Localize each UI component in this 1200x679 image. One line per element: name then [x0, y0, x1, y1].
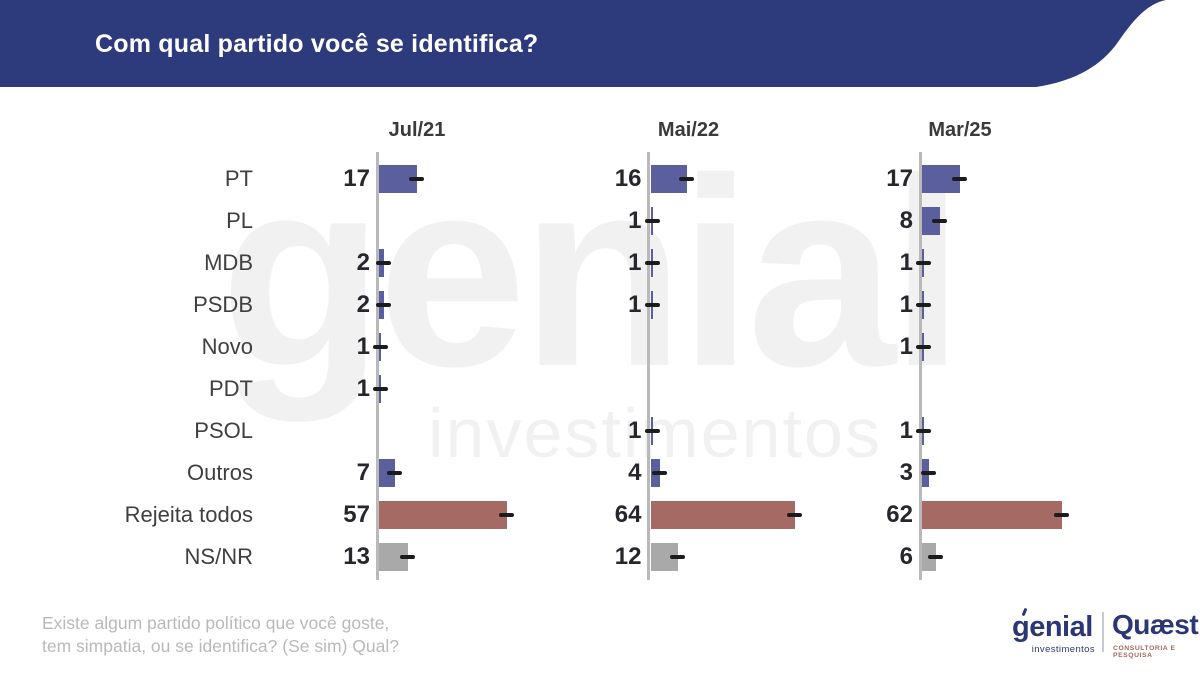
error-dash-mar-25-pl [932, 219, 947, 223]
value-mai-22-ns-nr: 12 [614, 543, 642, 570]
column-header-mai-22: Mai/22 [657, 119, 720, 141]
error-dash-mar-25-mdb [916, 261, 932, 265]
category-label-psol: PSOL [194, 418, 253, 443]
survey-question-line1: Existe algum partido político que você g… [42, 613, 390, 633]
value-mai-22-psol: 1 [628, 417, 642, 444]
category-label-novo: Novo [201, 334, 253, 359]
error-dash-mar-25-novo [916, 345, 932, 349]
error-dash-jul-21-outros [386, 471, 402, 475]
bar-mar-25-rejeita-todos [922, 501, 1062, 529]
watermark-investimentos-text: investimentos [428, 394, 882, 472]
quaest-logo: Quæst [1112, 609, 1199, 640]
value-jul-21-ns-nr: 13 [343, 543, 370, 570]
bar-jul-21-rejeita-todos [379, 501, 508, 529]
axis-line-mai-22 [647, 152, 650, 580]
value-jul-21-psdb: 2 [356, 291, 370, 318]
value-mai-22-psdb: 1 [628, 291, 642, 318]
error-dash-mar-25-ns-nr [927, 555, 943, 559]
value-mar-25-psdb: 1 [899, 291, 913, 318]
survey-question-line2: tem simpatia, ou se identifica? (Se sim)… [42, 636, 399, 656]
error-dash-mar-25-outros [920, 471, 936, 475]
error-dash-jul-21-pdt [373, 387, 389, 391]
value-mai-22-outros: 4 [628, 459, 642, 486]
error-dash-jul-21-mdb [375, 261, 391, 265]
value-mai-22-pt: 16 [614, 165, 642, 192]
category-label-ns-nr: NS/NR [184, 544, 253, 569]
error-dash-mai-22-pl [644, 219, 660, 223]
category-label-mdb: MDB [204, 250, 253, 275]
header-band [0, 0, 1166, 87]
value-mai-22-mdb: 1 [628, 249, 642, 276]
category-label-psdb: PSDB [193, 292, 253, 317]
error-dash-mar-25-psol [916, 429, 932, 433]
error-dash-jul-21-rejeita-todos [499, 513, 515, 517]
category-label-pdt: PDT [209, 376, 253, 401]
survey-question: Existe algum partido político que você g… [42, 612, 399, 658]
error-dash-jul-21-psdb [375, 303, 391, 307]
value-mar-25-novo: 1 [899, 333, 913, 360]
bar-mar-25-pl [922, 207, 940, 235]
axis-line-jul-21 [375, 152, 379, 580]
quaest-logo-subtitle: CONSULTORIA E PESQUISA [1113, 645, 1176, 659]
watermark-genial-text: genial [220, 122, 964, 422]
value-mar-25-mdb: 1 [899, 249, 913, 276]
genial-logo: genial [1012, 611, 1093, 643]
column-header-jul-21: Jul/21 [388, 119, 446, 141]
category-label-rejeita-todos: Rejeita todos [124, 502, 253, 527]
value-mai-22-pl: 1 [628, 207, 642, 234]
category-label-outros: Outros [186, 460, 253, 485]
value-mar-25-outros: 3 [899, 459, 913, 486]
value-mar-25-ns-nr: 6 [899, 543, 913, 570]
error-dash-mai-22-rejeita-todos [786, 513, 802, 517]
axis-line-mar-25 [918, 152, 922, 580]
bar-mai-22-rejeita-todos [650, 501, 795, 529]
error-dash-mai-22-psol [644, 429, 660, 433]
error-dash-mar-25-pt [952, 177, 968, 181]
genial-logo-subtitle: investimentos [1031, 644, 1095, 655]
logo-divider [1102, 612, 1104, 652]
category-label-pt: PT [224, 166, 253, 191]
error-dash-mar-25-psdb [916, 303, 932, 307]
error-dash-jul-21-novo [373, 345, 389, 349]
error-dash-mar-25-rejeita-todos [1053, 513, 1069, 517]
page-title: Com qual partido você se identifica? [95, 30, 539, 58]
value-mar-25-psol: 1 [899, 417, 913, 444]
error-dash-jul-21-ns-nr [400, 555, 416, 559]
value-jul-21-outros: 7 [356, 459, 370, 486]
value-mar-25-rejeita-todos: 62 [886, 501, 913, 528]
error-dash-mai-22-ns-nr [669, 555, 685, 559]
error-dash-mai-22-outros [651, 471, 667, 475]
column-header-mar-25: Mar/25 [928, 119, 992, 141]
value-mar-25-pl: 8 [899, 207, 913, 234]
error-dash-mai-22-mdb [644, 261, 660, 265]
error-dash-mai-22-pt [678, 177, 694, 181]
value-jul-21-pt: 17 [343, 165, 370, 192]
error-dash-mai-22-psdb [644, 303, 660, 307]
value-jul-21-pdt: 1 [356, 375, 370, 402]
value-jul-21-mdb: 2 [356, 249, 370, 276]
value-mar-25-pt: 17 [886, 165, 913, 192]
error-dash-jul-21-pt [409, 177, 425, 181]
value-mai-22-rejeita-todos: 64 [614, 501, 642, 528]
value-jul-21-novo: 1 [356, 333, 370, 360]
category-label-pl: PL [226, 208, 253, 233]
value-jul-21-rejeita-todos: 57 [343, 501, 370, 528]
